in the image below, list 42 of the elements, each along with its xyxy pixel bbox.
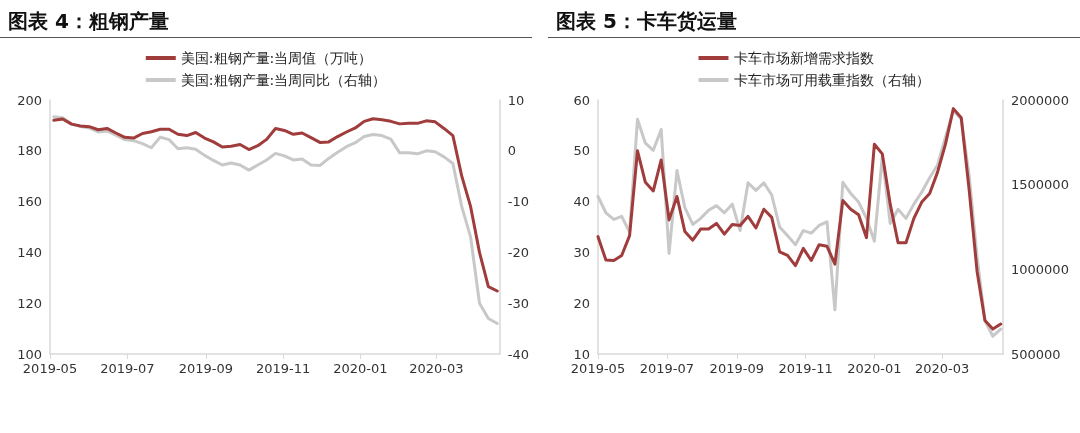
x-tick-label: 2020-01 [847,361,902,376]
legend-label: 卡车市场新增需求指数 [733,50,874,66]
y-tick-label: 160 [17,194,42,210]
chart-title: 图表 4：粗钢产量 [0,2,532,38]
legend-label: 美国:粗钢产量:当周同比（右轴） [180,72,387,88]
x-tick-label: 2019-07 [639,361,694,376]
chart-title: 图表 5：卡车货运量 [548,2,1080,38]
x-tick-label: 2019-11 [778,361,833,376]
x-tick-label: 2020-01 [333,361,388,376]
y-tick-label: 40 [573,194,590,210]
y-tick-label: 140 [17,244,42,260]
y-tick-label: 120 [17,295,42,311]
y-tick-label: 200 [17,92,42,108]
y-tick-label: 30 [573,244,590,260]
y2-tick-label: 2000000 [1011,92,1069,108]
x-tick-label: 2019-09 [178,361,233,376]
y-tick-label: 20 [573,295,590,311]
x-tick-label: 2019-05 [570,361,626,376]
y2-tick-label: -30 [507,295,529,311]
y2-tick-label: 10 [507,92,525,108]
x-tick-label: 2019-09 [709,361,764,376]
y2-tick-label: 500000 [1011,346,1061,362]
x-tick-label: 2019-05 [22,361,78,376]
y-tick-label: 10 [573,346,590,362]
x-tick-label: 2020-03 [409,361,464,376]
x-tick-label: 2019-07 [100,361,155,376]
line-series [52,117,499,293]
line-series [52,115,499,326]
y2-tick-label: 1000000 [1011,261,1069,277]
y2-tick-label: 0 [507,143,517,159]
x-tick-label: 2019-11 [255,361,311,376]
legend-label: 卡车市场可用载重指数（右轴） [733,72,930,88]
y-tick-label: 180 [17,143,42,159]
y-tick-label: 50 [573,143,590,159]
x-tick-label: 2020-03 [914,361,970,376]
y2-tick-label: -40 [507,346,529,362]
legend-label: 美国:粗钢产量:当周值（万吨） [180,50,373,66]
y2-tick-label: -10 [507,194,529,210]
y2-tick-label: -20 [507,244,529,260]
y-tick-label: 60 [573,92,590,108]
y2-tick-label: 1500000 [1011,177,1069,193]
y-tick-label: 100 [17,346,42,362]
